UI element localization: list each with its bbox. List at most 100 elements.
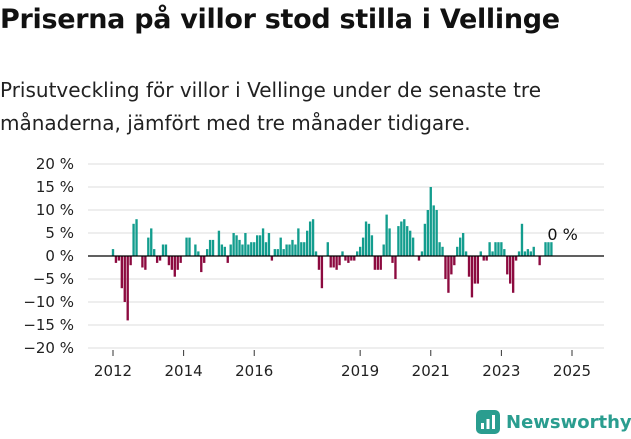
- bar: [123, 256, 126, 302]
- bar: [358, 246, 362, 256]
- y-tick-label: 5 %: [45, 224, 74, 242]
- bar: [282, 249, 285, 256]
- bar: [438, 242, 441, 256]
- bar-series: [111, 187, 553, 321]
- bar: [550, 242, 553, 256]
- bar: [300, 242, 303, 256]
- y-tick-label: 10 %: [36, 201, 74, 219]
- bar: [347, 256, 350, 263]
- x-tick-label: 2012: [94, 362, 132, 380]
- y-axis-ticks: 20 % 15 % 10 % 5 % 0 % −5 % −10 % −15 % −20 %: [23, 155, 74, 357]
- bar: [520, 223, 524, 256]
- bar: [170, 256, 174, 270]
- bar: [382, 244, 385, 256]
- bar: [400, 221, 403, 256]
- bar: [308, 221, 312, 256]
- bar: [173, 256, 176, 277]
- bar: [258, 235, 262, 256]
- bar: [291, 239, 294, 256]
- bar: [211, 239, 215, 256]
- bar: [394, 256, 397, 279]
- bar: [385, 214, 388, 256]
- bar: [153, 249, 156, 256]
- bar: [229, 244, 232, 256]
- y-tick-label: −20 %: [23, 339, 74, 357]
- bar: [435, 210, 438, 256]
- bar: [494, 242, 497, 256]
- bar: [361, 237, 365, 256]
- bar: [441, 246, 444, 256]
- chart-title: Priserna på villor stod stilla i Velling…: [0, 4, 560, 35]
- bar: [270, 256, 274, 261]
- bar: [311, 219, 315, 256]
- bar: [223, 246, 226, 256]
- bar: [517, 251, 521, 256]
- bar: [167, 256, 171, 266]
- y-tick-label: 0 %: [45, 247, 74, 265]
- bar: [164, 244, 168, 256]
- bar: [179, 256, 182, 263]
- bar: [261, 228, 265, 256]
- bar: [444, 256, 447, 279]
- bar: [226, 256, 229, 263]
- bar: [155, 256, 159, 263]
- bar: [220, 244, 224, 256]
- bar: [161, 244, 165, 256]
- bar: [188, 237, 191, 256]
- bar: [456, 246, 459, 256]
- bar: [467, 256, 471, 277]
- bar: [303, 242, 306, 256]
- x-tick-label: 2019: [341, 362, 379, 380]
- bar: [326, 242, 329, 256]
- bar: [353, 256, 356, 261]
- bar: [426, 210, 429, 256]
- bar: [473, 256, 477, 284]
- bar: [491, 251, 494, 256]
- bar: [470, 256, 474, 298]
- bar: [370, 235, 374, 256]
- bar: [376, 256, 379, 270]
- x-tick-label: 2014: [165, 362, 203, 380]
- bar: [341, 251, 344, 256]
- bar: [276, 249, 279, 256]
- bar: [391, 256, 394, 263]
- bar: [338, 256, 341, 266]
- bar: [373, 256, 377, 270]
- bar: [150, 228, 153, 256]
- bar: [126, 256, 129, 321]
- bar: [526, 249, 530, 256]
- latest-value-label: 0 %: [547, 225, 577, 244]
- bar: [238, 239, 241, 256]
- bar: [379, 256, 382, 270]
- bar: [461, 233, 465, 256]
- bar: [306, 230, 309, 256]
- bar: [403, 219, 406, 256]
- newsworthy-logo: Newsworthy: [476, 408, 631, 436]
- bar: [523, 251, 527, 256]
- bar: [332, 256, 335, 268]
- bar: [420, 251, 424, 256]
- bar: [503, 249, 506, 256]
- bar: [450, 256, 453, 275]
- bar: [114, 256, 118, 263]
- bar: [320, 256, 324, 289]
- bar: [132, 223, 135, 256]
- bar: [120, 256, 123, 289]
- bar: [459, 237, 462, 256]
- bar: [208, 239, 212, 256]
- bar: [297, 228, 300, 256]
- y-tick-label: −15 %: [23, 316, 74, 334]
- bar: [423, 223, 427, 256]
- bar: [511, 256, 515, 293]
- bar: [364, 221, 368, 256]
- bar: [232, 233, 235, 256]
- bar: [411, 237, 415, 256]
- bar: [203, 256, 206, 263]
- bar: [447, 256, 450, 293]
- bar: [344, 256, 347, 261]
- bar: [205, 249, 209, 256]
- newsworthy-logo-icon: [476, 410, 500, 434]
- bar: [185, 237, 188, 256]
- bar: [506, 256, 509, 275]
